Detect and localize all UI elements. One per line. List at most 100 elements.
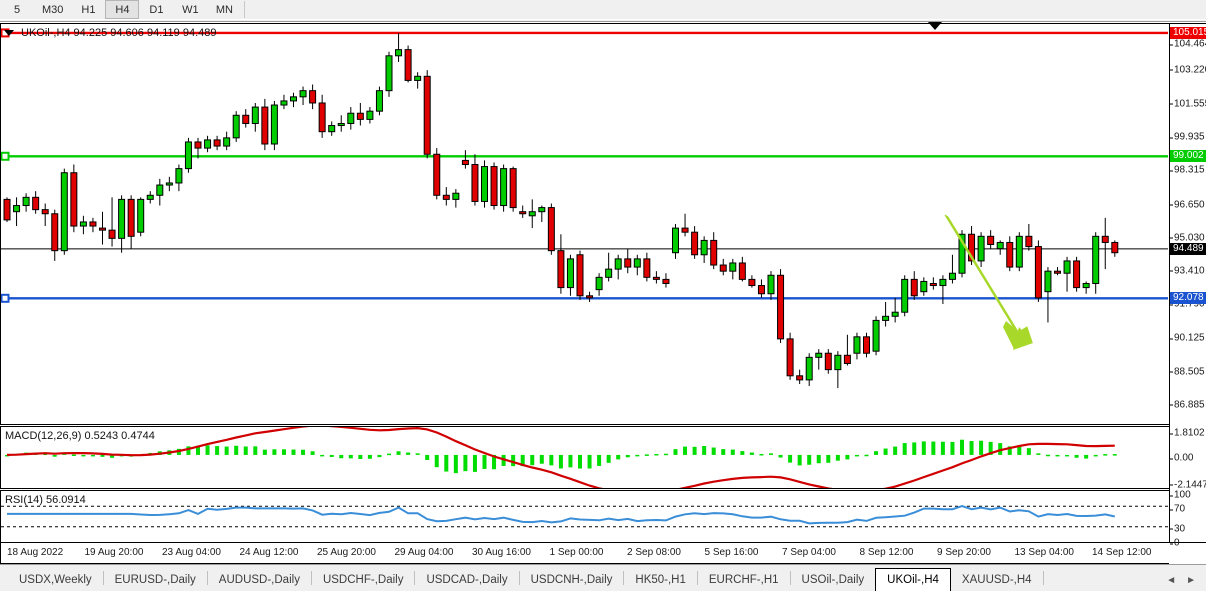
chart-tab-eurchf-h1[interactable]: EURCHF-,H1 [708, 574, 779, 586]
scroll-left-icon[interactable]: ◄ [1166, 574, 1177, 586]
macd-histogram-bar [883, 448, 888, 455]
macd-histogram-bar [998, 443, 1003, 455]
scroll-right-icon[interactable]: ► [1186, 574, 1196, 586]
candle [79, 215, 87, 235]
candle [251, 102, 259, 132]
price-axis[interactable]: 104.464 103.220 101.555 99.935 98.315 96.650 9… [1169, 23, 1206, 549]
candle [882, 301, 890, 327]
timeframe-button-d1[interactable]: D1 [149, 3, 164, 16]
timeframe-button-m30[interactable]: M30 [42, 3, 64, 16]
chart-tab-usdcnh-daily[interactable]: USDCNH-,Daily [530, 574, 613, 586]
macd-histogram-bar [921, 441, 926, 455]
candle [672, 224, 679, 259]
price-chip-blue-level[interactable]: 92.078 [1170, 292, 1206, 305]
candle [22, 193, 30, 212]
macd-histogram-bar [864, 454, 869, 457]
macd-label: MACD(12,26,9) 0.5243 0.4744 [5, 430, 155, 442]
candle [729, 258, 737, 280]
macd-histogram-bar [281, 449, 286, 455]
price-tick: 98.315 [1170, 165, 1205, 176]
macd-histogram-bar [730, 449, 735, 455]
candle [863, 332, 870, 358]
macd-histogram-bar [100, 454, 105, 457]
price-chip-support[interactable]: 99.002 [1170, 150, 1206, 163]
macd-pane[interactable]: MACD(12,26,9) 0.5243 0.4744 [0, 426, 1169, 489]
macd-histogram-bar [673, 449, 678, 455]
macd-histogram-bar [845, 454, 850, 460]
macd-histogram-bar [243, 446, 248, 455]
macd-histogram-bar [291, 449, 296, 455]
level-handle-blue-level[interactable] [1, 293, 10, 303]
timeframe-button-h4[interactable]: H4 [105, 0, 140, 19]
candle [834, 351, 842, 389]
candle [223, 131, 231, 151]
macd-axis-tick: 1.8102 [1170, 428, 1205, 439]
rsi-pane[interactable]: RSI(14) 56.0914 [0, 490, 1169, 543]
macd-histogram-bar [749, 452, 754, 455]
macd-histogram-bar [1036, 453, 1041, 455]
macd-histogram-bar [740, 451, 745, 455]
candle [1063, 256, 1071, 292]
chart-tab-usoil-daily[interactable]: USOil-,Daily [801, 574, 865, 586]
chart-tab-hk50-h1[interactable]: HK50-,H1 [635, 574, 686, 586]
time-tick: 14 Sep 12:00 [1092, 547, 1152, 558]
candle [32, 191, 40, 214]
chart-window: UKOil-,H4 94.225 94.606 94.119 94.489 MA… [0, 21, 1206, 564]
macd-histogram-bar [329, 454, 334, 457]
macd-histogram-bar [301, 449, 306, 455]
macd-histogram-bar [520, 454, 525, 467]
candle [213, 135, 221, 151]
macd-histogram-bar [931, 441, 936, 455]
timeframe-button-mn[interactable]: MN [215, 3, 233, 16]
macd-histogram-bar [444, 454, 449, 472]
down-arrow-annotation[interactable] [944, 214, 1033, 350]
chart-tab-ukoil-h4[interactable]: UKOil-,H4 [875, 568, 951, 591]
time-tick: 7 Sep 04:00 [782, 547, 836, 558]
timeframe-button-h1[interactable]: H1 [81, 3, 96, 16]
timeframe-button-5[interactable]: 5 [13, 3, 21, 16]
candle [290, 92, 297, 108]
macd-histogram-bar [644, 454, 649, 456]
time-tick: 2 Sep 08:00 [627, 547, 681, 558]
candle [805, 353, 813, 387]
chart-tab-eurusd-daily[interactable]: EURUSD-,Daily [114, 574, 196, 586]
rsi-axis-tick: 30 [1170, 523, 1185, 534]
macd-histogram-bar [472, 454, 477, 472]
price-tick: 86.885 [1170, 399, 1205, 410]
timeframe-button-w1[interactable]: W1 [182, 3, 199, 16]
chevron-down-icon[interactable] [4, 30, 14, 36]
candle [127, 195, 135, 249]
candle [977, 232, 985, 268]
candle [51, 209, 59, 261]
candle [872, 316, 880, 356]
macd-histogram-bar [835, 454, 840, 461]
candle [1006, 236, 1014, 272]
candle [60, 168, 68, 255]
candle [423, 70, 431, 159]
price-chart-pane[interactable]: UKOil-,H4 94.225 94.606 94.119 94.489 [0, 23, 1169, 425]
macd-histogram-bar [320, 454, 325, 457]
candle [891, 297, 899, 323]
candle [366, 107, 374, 124]
macd-histogram-bar [90, 454, 95, 457]
macd-histogram-bar [1112, 454, 1117, 456]
rsi-line [7, 504, 1116, 525]
level-handle-support[interactable] [1, 151, 10, 161]
candle [566, 254, 574, 296]
price-chip-resistance[interactable]: 105.015 [1170, 26, 1206, 39]
chart-tab-usdcad-daily[interactable]: USDCAD-,Daily [426, 574, 508, 586]
macd-histogram-bar [310, 451, 315, 455]
price-chip-current-price[interactable]: 94.489 [1170, 242, 1206, 255]
chart-tab-audusd-daily[interactable]: AUDUSD-,Daily [218, 574, 300, 586]
candle [777, 269, 785, 343]
macd-plot [5, 427, 1117, 488]
macd-histogram-bar [960, 439, 964, 455]
chart-tab-xauusd-h4[interactable]: XAUUSD-,H4 [961, 574, 1032, 586]
candle [614, 254, 622, 280]
macd-histogram-bar [367, 454, 372, 459]
candle [175, 164, 183, 192]
chart-tab-usdchf-daily[interactable]: USDCHF-,Daily [322, 574, 404, 586]
chart-tab-usdx-weekly[interactable]: USDX,Weekly [19, 574, 92, 586]
time-tick: 24 Aug 12:00 [239, 547, 299, 558]
tab-scroll-controls[interactable]: ◄ ► [1166, 569, 1206, 591]
